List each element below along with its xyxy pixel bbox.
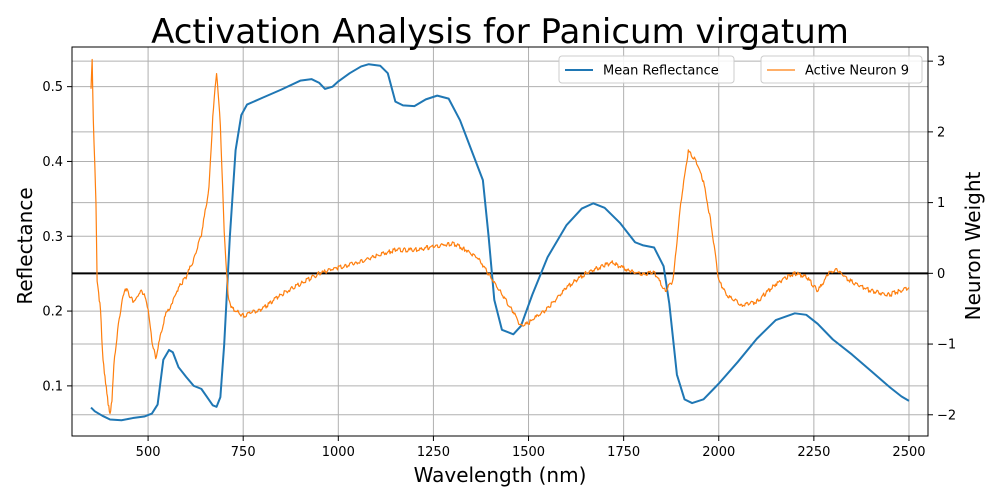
x-tick-label: 1250: [417, 445, 450, 460]
x-tick-label: 500: [136, 445, 161, 460]
x-tick-label: 2250: [797, 445, 830, 460]
y-right-tick-label: 1: [937, 196, 945, 211]
legend-label: Active Neuron 9: [805, 64, 909, 79]
x-axis-label: Wavelength (nm): [414, 463, 587, 487]
legend-box: [558, 55, 735, 84]
x-tick-label: 2000: [702, 445, 735, 460]
y-left-tick-label: 0.2: [42, 305, 63, 320]
y-axis-right-label: Neuron Weight: [961, 172, 985, 321]
y-right-tick-label: −2: [937, 408, 956, 423]
x-tick-label: 1750: [607, 445, 640, 460]
chart-title: Activation Analysis for Panicum virgatum: [151, 12, 849, 52]
y-axis-left: 0.1 0.2 0.3 0.4 0.5: [42, 80, 72, 394]
y-axis-right: −2 −1 0 1 2 3: [928, 55, 956, 423]
y-left-tick-label: 0.5: [42, 80, 63, 95]
x-tick-label: 750: [231, 445, 256, 460]
series-group: [90, 58, 910, 422]
x-tick-label: 1500: [512, 445, 545, 460]
legend: Mean Reflectance Active Neuron 9: [558, 55, 923, 84]
series-line-mean-reflectance: [90, 63, 910, 422]
y-left-tick-label: 0.3: [42, 230, 63, 245]
y-right-tick-label: 0: [937, 267, 945, 282]
plot-frame: [71, 46, 929, 437]
y-axis-left-label: Reflectance: [13, 187, 37, 304]
x-axis: 500 750 1000 1250 1500 1750 2000 2250 2500: [136, 436, 926, 460]
x-tick-label: 1000: [322, 445, 355, 460]
x-tick-label: 2500: [892, 445, 925, 460]
y-right-tick-label: 3: [937, 55, 945, 70]
series-line-active-neuron-9: [90, 58, 910, 415]
y-left-tick-label: 0.1: [42, 379, 63, 394]
y-right-tick-label: −1: [937, 338, 956, 353]
y-right-tick-label: 2: [937, 125, 945, 140]
y-left-tick-label: 0.4: [42, 155, 63, 170]
legend-label: Mean Reflectance: [603, 64, 719, 79]
legend-box: [760, 55, 923, 84]
